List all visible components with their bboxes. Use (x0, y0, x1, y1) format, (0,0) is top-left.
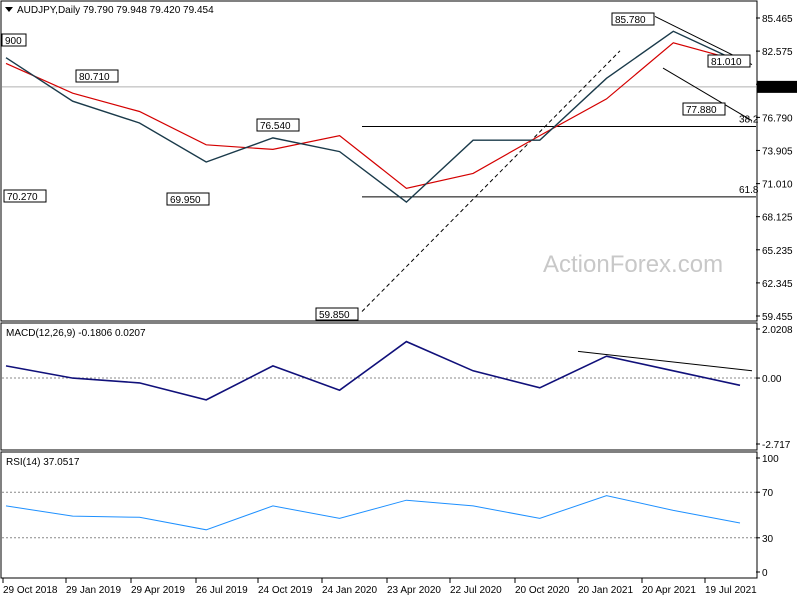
swing-label-box (707, 54, 751, 68)
fib-61-label: 61.8 (739, 185, 759, 196)
x-tick-label: 29 Jan 2019 (66, 585, 121, 596)
current-price-box (757, 80, 797, 93)
swing-label-box (1, 33, 27, 47)
price-tick-label: 82.575 (762, 47, 793, 58)
price-tick-label: 62.345 (762, 279, 793, 290)
macd-line (5, 340, 741, 401)
x-tick-label: 29 Apr 2019 (131, 585, 185, 596)
price-tick-label: 59.455 (762, 312, 793, 323)
macd-trendline (577, 350, 753, 372)
price-tick-label: 65.235 (762, 246, 793, 257)
swing-label: 900 (5, 36, 22, 47)
price-line (5, 30, 741, 204)
rsi-panel (0, 451, 758, 579)
rsi-layer (2, 491, 756, 539)
current-price-label: 79.454 (760, 83, 791, 94)
price-header: AUDJPY,Daily 79.790 79.948 79.420 79.454 (17, 5, 214, 16)
rsi-line (5, 495, 741, 531)
swing-label-box (682, 102, 726, 116)
x-tick-label: 20 Apr 2021 (642, 585, 696, 596)
macd-tick-label: 0.00 (762, 374, 782, 385)
swing-label-box (3, 189, 47, 203)
rsi-tick-label: 30 (762, 534, 774, 545)
watermark: ActionForex.com (543, 251, 723, 278)
axis-layer: 85.46582.57579.68576.79073.90571.01068.1… (2, 14, 797, 596)
rsi-header: RSI(14) 37.0517 (6, 457, 80, 468)
swing-label-box (315, 307, 359, 321)
macd-tick-label: 2.0208 (762, 325, 793, 336)
price-tick-label: 85.465 (762, 14, 793, 25)
price-tick-label: 71.010 (762, 180, 793, 191)
x-tick-label: 20 Oct 2020 (515, 585, 570, 596)
macd-tick-label: -2.717 (762, 440, 791, 451)
swing-label: 69.950 (170, 195, 201, 206)
rsi-tick-label: 0 (762, 568, 768, 579)
price-tick-label: 73.905 (762, 146, 793, 157)
x-tick-label: 19 Jul 2021 (705, 585, 757, 596)
support-line (662, 67, 753, 122)
x-tick-label: 22 Jul 2020 (450, 585, 502, 596)
x-tick-label: 24 Oct 2019 (258, 585, 313, 596)
swing-label-box (75, 69, 119, 83)
price-tick-label: 76.790 (762, 113, 793, 124)
swing-label: 77.880 (686, 105, 717, 116)
swing-label-box (611, 12, 655, 26)
price-layer: 38.2 61.8 80.710 76.540 69.950 70.270 59.850 85… (1, 12, 759, 321)
swing-label: 80.710 (79, 72, 110, 83)
swing-label: 76.540 (260, 121, 291, 132)
swing-label: 59.850 (319, 310, 350, 321)
swing-label: 81.010 (711, 57, 742, 68)
rsi-tick-label: 70 (762, 488, 774, 499)
dropdown-arrow-icon[interactable] (5, 7, 13, 12)
x-tick-label: 20 Jan 2021 (578, 585, 633, 596)
x-tick-label: 29 Oct 2018 (3, 585, 58, 596)
fib-38-label: 38.2 (739, 114, 759, 125)
x-tick-label: 26 Jul 2019 (196, 585, 248, 596)
swing-label: 70.270 (7, 192, 38, 203)
macd-header: MACD(12,26,9) -0.1806 0.0207 (6, 328, 146, 339)
macd-layer (2, 340, 756, 401)
swing-label-box (166, 192, 210, 206)
rsi-tick-label: 100 (762, 454, 779, 465)
swing-label-box (256, 118, 300, 132)
price-panel (0, 0, 758, 322)
x-tick-label: 24 Jan 2020 (322, 585, 377, 596)
uptrend-line (361, 50, 621, 312)
x-tick-label: 23 Apr 2020 (387, 585, 441, 596)
swing-label: 85.780 (615, 15, 646, 26)
price-tick-label: 68.125 (762, 213, 793, 224)
macd-panel (0, 322, 758, 451)
moving-average-line (5, 42, 741, 189)
